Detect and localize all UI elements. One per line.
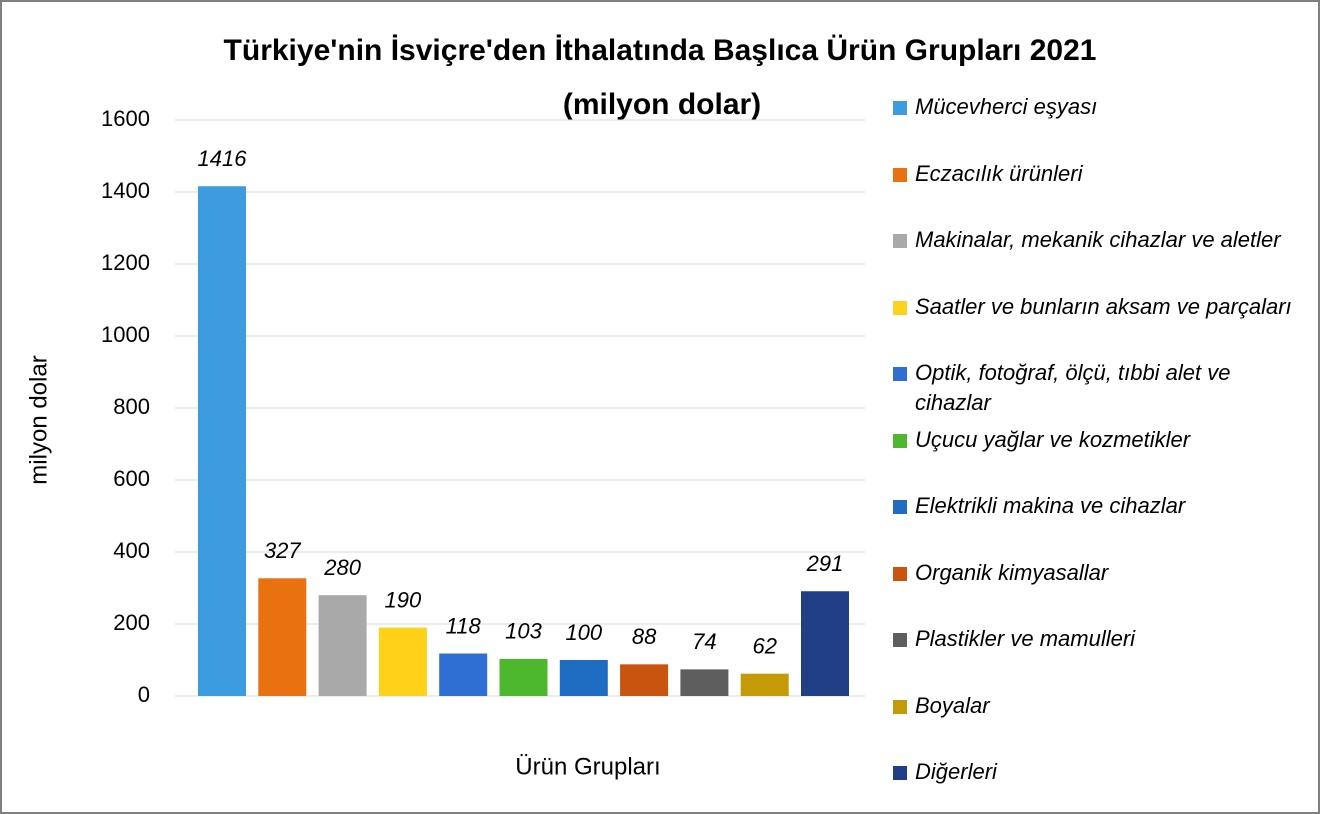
value-label: 291: [806, 551, 844, 576]
bar: [198, 186, 246, 697]
legend-swatch: [893, 500, 907, 514]
y-tick-label: 200: [113, 610, 150, 635]
legend-swatch: [893, 300, 907, 315]
legend-label: Saatler ve bunların aksam ve parçaları: [915, 293, 1292, 319]
legend-label: Eczacılık ürünleri: [915, 160, 1083, 186]
bar: [318, 595, 367, 696]
y-tick-label: 1600: [101, 106, 150, 131]
legend-swatch: [893, 633, 907, 647]
legend-label: Diğerleri: [915, 759, 997, 784]
value-label: 280: [323, 555, 361, 580]
legend-label: Boyalar: [915, 692, 990, 718]
legend-swatch: [893, 367, 907, 381]
chart-subtitle: (milyon dolar): [563, 88, 761, 121]
legend-label: Optik, fotoğraf, ölçü, tıbbi alet ve cih…: [915, 360, 1231, 415]
legend-label: Mücevherci eşyası: [915, 94, 1098, 119]
legend-swatch: [893, 699, 907, 714]
legend-swatch: [893, 566, 907, 581]
bar: [740, 673, 789, 696]
legend-swatch: [893, 101, 907, 115]
value-label: 1416: [198, 146, 248, 171]
x-axis-label: Ürün Grupları: [515, 753, 660, 780]
bar: [559, 660, 608, 696]
legend-swatch: [893, 234, 907, 248]
bar: [258, 578, 307, 696]
value-label: 88: [632, 624, 657, 649]
bar: [801, 591, 849, 696]
bar: [378, 627, 427, 696]
bar: [680, 669, 729, 696]
bar: [499, 658, 548, 696]
y-tick-label: 0: [138, 682, 150, 707]
y-tick-label: 800: [113, 394, 150, 419]
value-label: 327: [264, 538, 301, 563]
y-axis-label: milyon dolar: [25, 355, 52, 484]
legend-swatch: [893, 433, 907, 448]
bar: [620, 664, 669, 696]
legend-swatch: [893, 766, 907, 780]
legend-label: Organik kimyasallar: [915, 559, 1109, 585]
y-tick-label: 1400: [101, 178, 150, 203]
value-label: 118: [446, 613, 482, 638]
value-label: 100: [565, 620, 602, 645]
legend-label: Makinalar, mekanik cihazlar ve aletler: [915, 227, 1281, 252]
legend-label: Plastikler ve mamulleri: [915, 626, 1136, 651]
value-label: 103: [505, 619, 542, 644]
y-tick-label: 600: [113, 466, 150, 491]
y-tick-label: 1000: [101, 322, 150, 347]
legend-label: Elektrikli makina ve cihazlar: [915, 493, 1186, 518]
value-label: 74: [692, 629, 716, 654]
y-tick-label: 1200: [101, 250, 150, 275]
bar: [439, 653, 488, 696]
legend-swatch: [893, 167, 907, 182]
value-label: 62: [752, 633, 776, 658]
chart-title: Türkiye'nin İsviçre'den İthalatında Başl…: [224, 34, 1097, 67]
legend-label: Uçucu yağlar ve kozmetikler: [915, 426, 1191, 452]
y-tick-label: 400: [113, 538, 150, 563]
value-label: 190: [385, 587, 422, 612]
